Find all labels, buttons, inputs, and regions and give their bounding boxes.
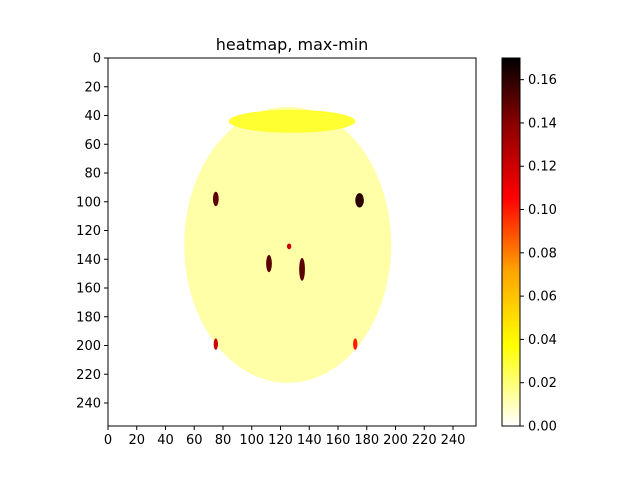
y-axis: 0 20 40 60 80 100 120 140 160 180 200 220 240: [76, 52, 108, 412]
x-tick-label: 80: [215, 433, 232, 448]
colorbar-tick-label: 0.04: [528, 333, 557, 348]
y-tick-label: 160: [76, 282, 101, 297]
colorbar-tick-label: 0.16: [528, 73, 557, 88]
y-tick-label: 40: [84, 109, 101, 124]
colorbar-gradient: [502, 58, 520, 426]
y-tick-label: 80: [84, 167, 101, 182]
y-tick-label: 220: [76, 368, 101, 383]
colorbar-tick-label: 0.00: [528, 420, 557, 435]
x-tick-label: 120: [268, 433, 293, 448]
colorbar: 0.00 0.02 0.04 0.06 0.08 0.10 0.12 0.14 0.16: [501, 57, 557, 435]
heatmap-region-maxilla-left: [213, 338, 218, 350]
x-tick-label: 60: [186, 433, 203, 448]
heatmap-region-maxilla-right: [353, 338, 358, 350]
x-tick-label: 100: [239, 433, 264, 448]
colorbar-tick-label: 0.10: [528, 203, 557, 218]
y-tick-label: 120: [76, 224, 101, 239]
colorbar-tick-label: 0.12: [528, 160, 557, 175]
heatmap-region-left-orbit-edge: [212, 191, 219, 207]
y-tick-label: 20: [84, 80, 101, 95]
x-axis: 0 20 40 60 80 100 120 140 160 180 200 220 240: [104, 426, 466, 448]
x-tick-label: 160: [326, 433, 351, 448]
y-tick-label: 200: [76, 339, 101, 354]
x-tick-label: 20: [128, 433, 145, 448]
y-tick-label: 180: [76, 310, 101, 325]
y-tick-label: 60: [84, 138, 101, 153]
colorbar-frame: [501, 57, 521, 427]
y-tick-label: 0: [93, 52, 101, 67]
colorbar-tick-label: 0.08: [528, 246, 557, 261]
colorbar-ticks: 0.00 0.02 0.04 0.06 0.08 0.10 0.12 0.14 0.16: [520, 73, 557, 435]
x-tick-label: 240: [441, 433, 466, 448]
heatmap-region-sella: [286, 243, 292, 250]
heatmap-region-right-orbit-edge: [355, 193, 364, 208]
heatmap-image: [184, 106, 392, 383]
heatmap-region-right-optic-canal: [299, 257, 305, 281]
x-tick-label: 40: [157, 433, 174, 448]
y-tick-label: 240: [76, 397, 101, 412]
chart-title: heatmap, max-min: [216, 35, 369, 54]
heatmap-plot-area: [107, 57, 477, 427]
y-tick-label: 140: [76, 253, 101, 268]
heatmap-region-skull-rim: [228, 109, 356, 133]
colorbar-tick-label: 0.06: [528, 290, 557, 305]
heatmap-region-left-optic-canal: [266, 254, 272, 273]
x-tick-label: 200: [383, 433, 408, 448]
x-tick-label: 180: [354, 433, 379, 448]
y-tick-label: 100: [76, 195, 101, 210]
plot-frame: [107, 57, 477, 427]
x-tick-label: 140: [297, 433, 322, 448]
x-tick-label: 220: [412, 433, 437, 448]
colorbar-tick-label: 0.14: [528, 116, 557, 131]
colorbar-tick-label: 0.02: [528, 376, 557, 391]
x-tick-label: 0: [104, 433, 112, 448]
